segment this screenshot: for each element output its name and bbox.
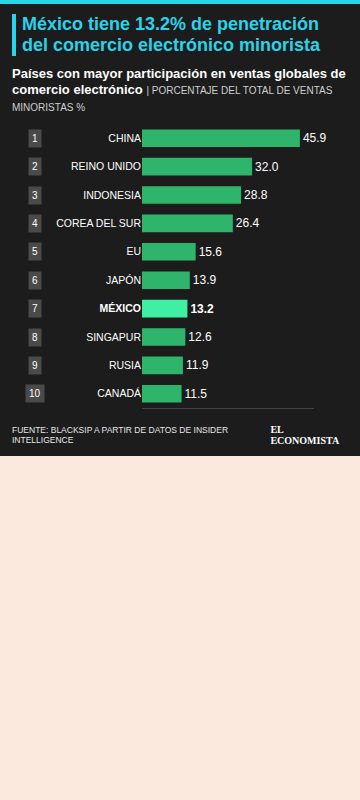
- svg-text:15.6: 15.6: [199, 245, 223, 259]
- svg-text:2: 2: [32, 161, 38, 172]
- svg-text:26.4: 26.4: [236, 216, 260, 230]
- svg-text:EU: EU: [126, 245, 141, 257]
- svg-text:10: 10: [29, 388, 41, 399]
- svg-text:8: 8: [32, 332, 38, 343]
- svg-text:MÉXICO: MÉXICO: [100, 302, 141, 314]
- svg-text:28.8: 28.8: [244, 188, 268, 202]
- svg-text:12.6: 12.6: [188, 330, 212, 344]
- html-text:FUENTE: BLACKSIP A PARTIR DE D: FUENTE: BLACKSIP A PARTIR DE DATOS DE IN…: [12, 425, 228, 445]
- svg-text:RUSIA: RUSIA: [109, 359, 141, 371]
- svg-text:13.2: 13.2: [190, 302, 214, 316]
- svg-text:CANADÁ: CANADÁ: [97, 387, 141, 399]
- svg-text:11.5: 11.5: [185, 387, 208, 401]
- svg-text:COREA DEL SUR: COREA DEL SUR: [56, 217, 141, 229]
- svg-text:6: 6: [32, 275, 38, 286]
- html-text:Países con mayor participación: Países con mayor participación en ventas…: [12, 66, 346, 113]
- svg-text:1: 1: [32, 133, 38, 144]
- svg-text:JAPÓN: JAPÓN: [106, 274, 141, 286]
- svg-text:INDONESIA: INDONESIA: [83, 189, 141, 201]
- svg-text:3: 3: [32, 190, 38, 201]
- svg-text:4: 4: [32, 218, 38, 229]
- html-text:EL ECONOMISTA: EL ECONOMISTA: [270, 424, 340, 446]
- svg-text:45.9: 45.9: [303, 131, 327, 145]
- html-text:México tiene 13.2% de penetrac: México tiene 13.2% de penetración del co…: [22, 14, 321, 55]
- svg-text:9: 9: [32, 360, 38, 371]
- svg-text:SINGAPUR: SINGAPUR: [86, 331, 141, 343]
- svg-text:32.0: 32.0: [255, 160, 279, 174]
- svg-text:5: 5: [32, 246, 38, 257]
- svg-text:CHINA: CHINA: [108, 132, 141, 144]
- svg-text:7: 7: [32, 303, 38, 314]
- svg-text:11.9: 11.9: [186, 358, 209, 372]
- svg-text:REINO UNIDO: REINO UNIDO: [71, 160, 141, 172]
- svg-text:13.9: 13.9: [193, 273, 217, 287]
